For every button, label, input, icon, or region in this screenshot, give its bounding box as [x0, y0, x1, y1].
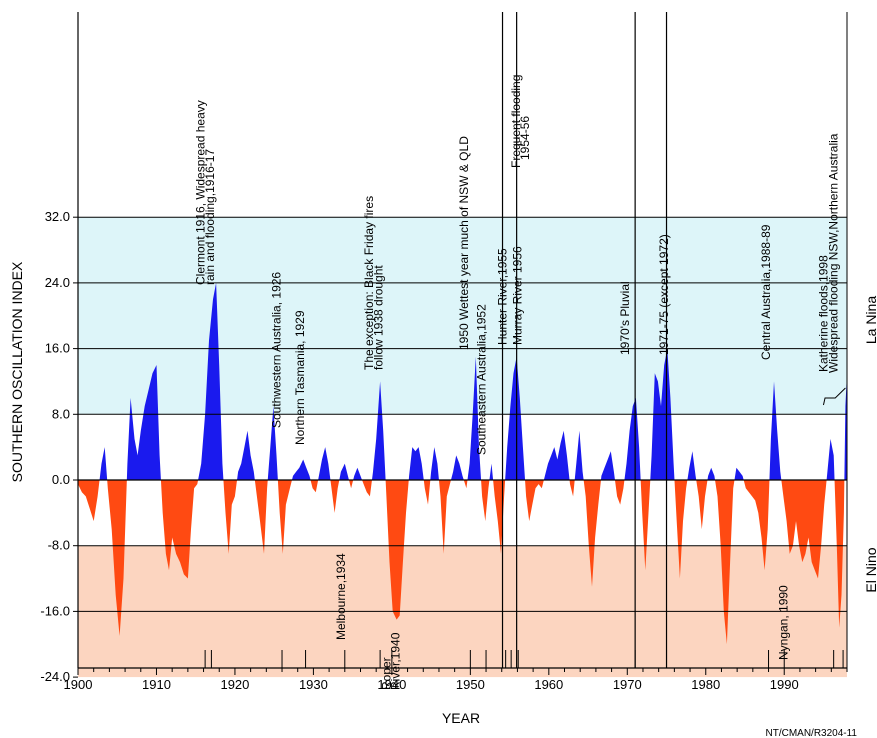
- annotation-label: Clermont 1916, Widespread heavy: [193, 100, 207, 285]
- x-tick-label: 1930: [299, 677, 328, 692]
- annotation-label: Nyngan, 1990: [776, 585, 790, 660]
- y-tick-label: 0.0: [52, 472, 70, 487]
- y-axis-title: SOUTHERN OSCILLATION INDEX: [9, 261, 25, 482]
- annotation-label: 1970's Pluvial: [618, 281, 632, 355]
- annotation-pointer: [822, 387, 846, 406]
- figure-code: NT/CMAN/R3204-11: [765, 728, 857, 738]
- x-tick-labels: 1900 1910 1920 1930 1940 1950 1960 1970 1980 1990: [64, 668, 848, 692]
- x-tick-label: 1990: [770, 677, 799, 692]
- la-nina-band: [78, 217, 847, 415]
- positive-area: [78, 282, 847, 480]
- annotation-label: Frequent flooding: [509, 75, 523, 168]
- x-tick-label: 1960: [534, 677, 563, 692]
- annotation-label: Southwestern Australia, 1926: [270, 272, 284, 428]
- annotation-label: 1971-75 (except 1972): [657, 234, 671, 355]
- x-tick-label: 1980: [691, 677, 720, 692]
- grid-lines: [78, 216, 847, 612]
- annotation-label: Roper: [379, 657, 393, 690]
- y-tick-label: 16.0: [45, 341, 70, 356]
- annotation-label: Northern Tasmania, 1929: [293, 310, 307, 445]
- annotation-label: Hunter River,1955: [495, 248, 509, 345]
- annotation-label: 1950 Wettest year much of NSW & QLD: [457, 136, 471, 350]
- event-year-ticks: [204, 650, 844, 668]
- x-tick-label: 1970: [613, 677, 642, 692]
- la-nina-label: La Nina: [863, 296, 877, 344]
- el-nino-label: El Nino: [863, 547, 877, 592]
- x-tick-label: 1910: [142, 677, 171, 692]
- annotation-label: Melbourne,1934: [334, 553, 348, 640]
- annotation-label: Southeastern Australia,1952: [474, 304, 488, 455]
- annotation-label: follow 1938 drought: [372, 265, 386, 370]
- annotation-label: Widespread flooding NSW,Northern Austral…: [827, 133, 841, 373]
- annotation-label: Murray River 1956: [510, 246, 524, 345]
- x-tick-label: 1950: [456, 677, 485, 692]
- y-tick-labels: -24.0 -16.0 -8.0 0.0 8.0 16.0 24.0 32.0: [40, 209, 78, 684]
- annotation-label: Katherine floods,1998: [816, 255, 830, 372]
- y-tick-label: 32.0: [45, 209, 70, 224]
- y-tick-label: -8.0: [48, 538, 70, 553]
- y-tick-label: 8.0: [52, 406, 70, 421]
- event-vertical-lines: [501, 12, 668, 668]
- x-axis-title: YEAR: [442, 710, 480, 726]
- x-tick-label: 1900: [64, 677, 93, 692]
- annotation-label: River,1940: [389, 632, 403, 690]
- y-tick-label: -24.0: [40, 669, 70, 684]
- soi-area: [78, 282, 847, 645]
- x-tick-label: 1940: [377, 677, 406, 692]
- annotation-label: 1954-56: [518, 116, 532, 160]
- y-tick-label: 24.0: [45, 275, 70, 290]
- y-tick-label: -16.0: [40, 603, 70, 618]
- annotation-label: Central Australia,1988-89: [759, 224, 773, 360]
- annotation-label: The exception: Black Friday fires: [362, 196, 376, 370]
- annotation-label: rain and flooding,1916-17: [203, 149, 217, 285]
- axes: [77, 12, 848, 669]
- x-tick-label: 1920: [220, 677, 249, 692]
